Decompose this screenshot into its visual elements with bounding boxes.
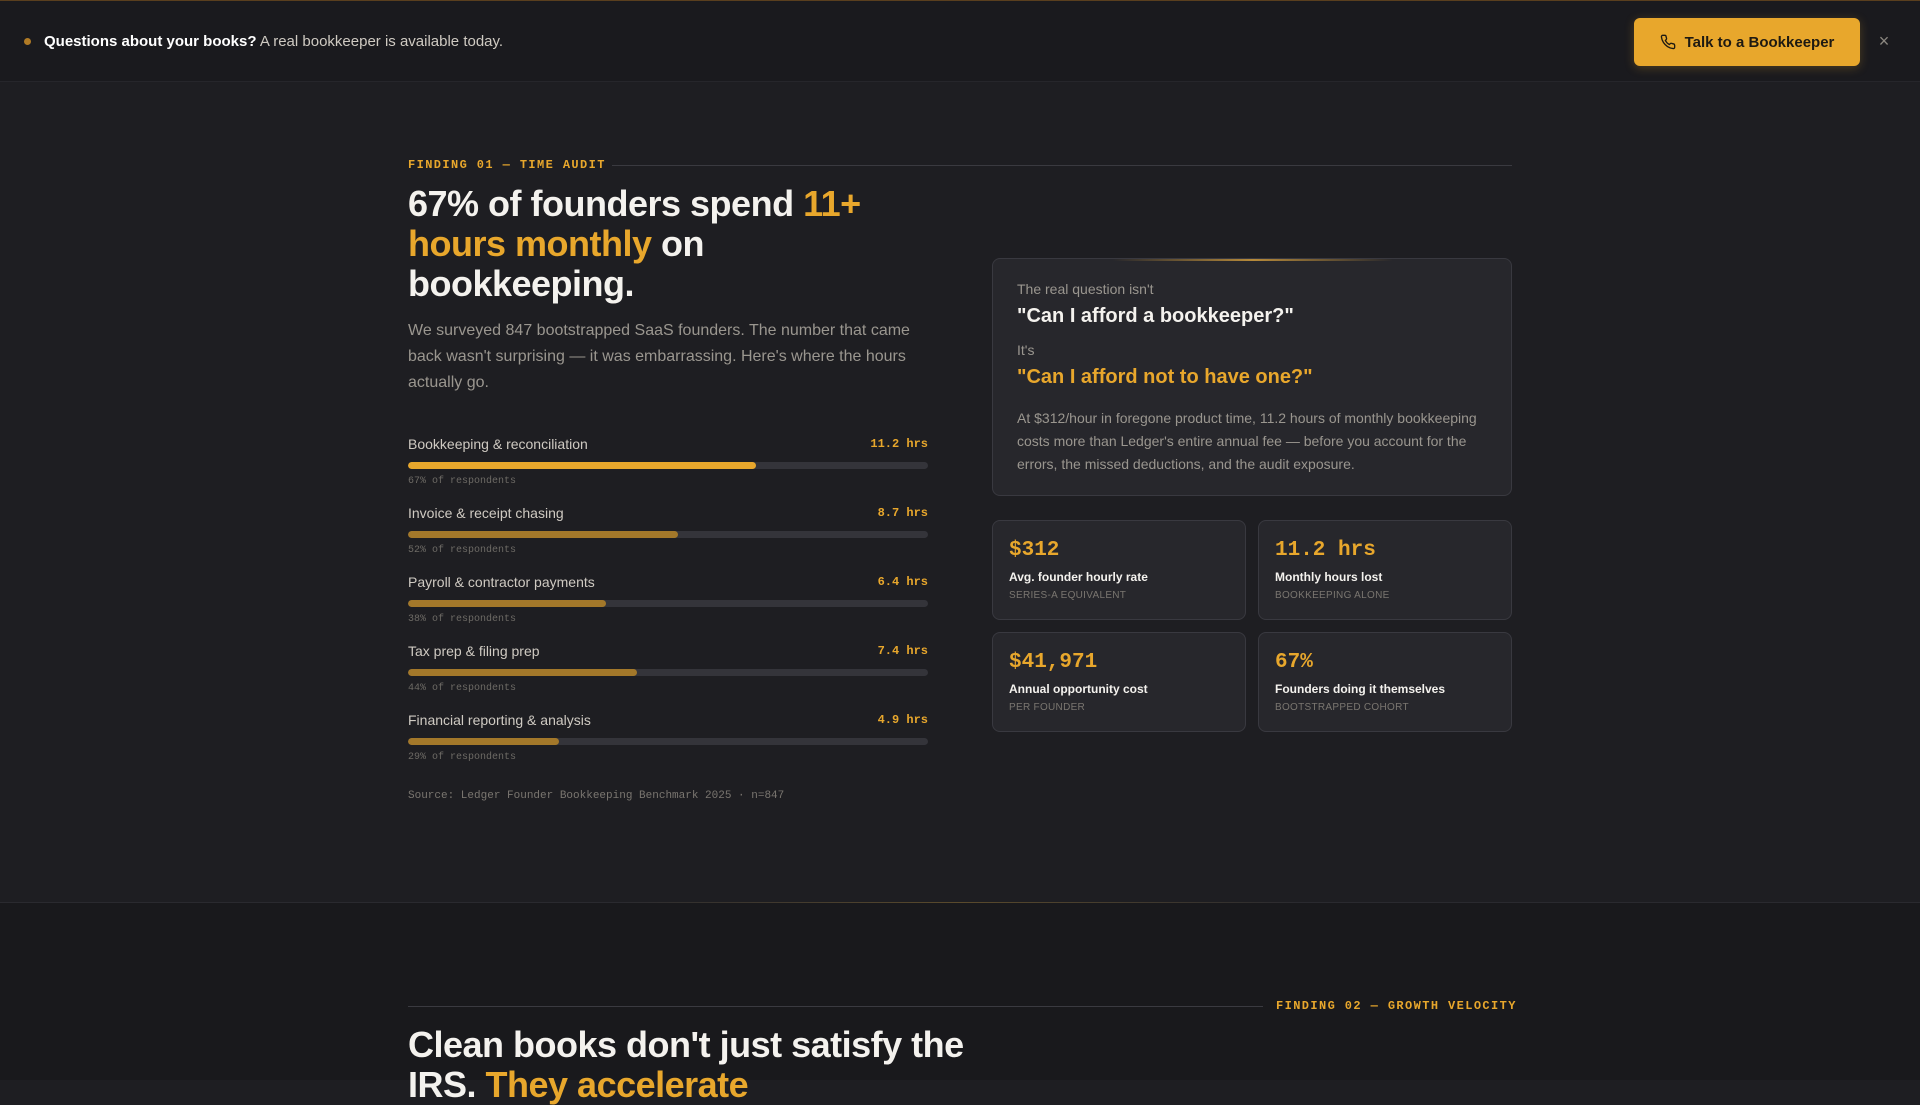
stat-value: 11.2 hrs [1275,539,1376,562]
bar-row-tax: Tax prep & filing prep 7.4 hrs 44% of re… [408,643,928,712]
headline-pre: 67% of founders spend [408,183,804,224]
stat-label: Avg. founder hourly rate [1009,570,1148,584]
talk-to-bookkeeper-button[interactable]: Talk to a Bookkeeper [1634,18,1860,66]
quote-body: At $312/hour in foregone product time, 1… [1017,410,1477,472]
stat-sub: BOOTSTRAPPED COHORT [1275,702,1409,713]
headline-post: on bookkeeping. [408,223,704,304]
stat-sub: BOOKKEEPING ALONE [1275,590,1390,601]
phone-icon [1660,34,1675,50]
bar-respondents: 44% of respondents [408,683,517,694]
cta-label: Talk to a Bookkeeper [1684,33,1835,51]
quote-question: "Can I afford a bookkeeper?" [1017,305,1294,327]
headline-highlight: They accelerate [485,1064,749,1105]
announcement-strong: Questions about your books? [44,33,257,50]
bar-track [408,462,928,469]
quote-its: It's [1017,342,1035,358]
bar-fill [408,462,757,469]
bar-row-payroll: Payroll & contractor payments 6.4 hrs 38… [408,574,928,643]
quote-intro: The real question isn't [1017,281,1154,297]
bar-fill [408,600,606,607]
bar-value: 11.2 hrs [870,437,928,451]
finding-01-lede: We surveyed 847 bootstrapped SaaS founde… [408,322,910,391]
bar-label: Invoice & receipt chasing [408,505,564,521]
bar-label: Bookkeeping & reconciliation [408,436,588,452]
bar-row-reporting: Financial reporting & analysis 4.9 hrs 2… [408,712,928,781]
bar-row-bookkeeping: Bookkeeping & reconciliation 11.2 hrs 67… [408,436,928,505]
bar-track [408,738,928,745]
bar-respondents: 52% of respondents [408,545,517,556]
quote-alt-question: "Can I afford not to have one?" [1017,366,1313,388]
close-icon[interactable]: × [1878,31,1890,51]
bar-track [408,600,928,607]
headline-highlight: 11+ hours monthly [408,183,861,264]
bar-value: 6.4 hrs [877,575,928,589]
bar-respondents: 38% of respondents [408,614,517,625]
bar-label: Tax prep & filing prep [408,643,540,659]
eyebrow-divider [408,1006,1263,1007]
bar-respondents: 67% of respondents [408,476,517,487]
bar-respondents: 29% of respondents [408,752,517,763]
announcement-text: A real bookkeeper is available today. [259,33,504,50]
bar-track [408,669,928,676]
finding-01-headline: 67% of founders spend 11+ hours monthly … [408,184,928,304]
stat-card-opportunity-cost: $41,971 Annual opportunity cost PER FOUN… [992,632,1246,732]
bar-label: Payroll & contractor payments [408,574,595,590]
quote-card: The real question isn't "Can I afford a … [992,258,1512,496]
bar-label: Financial reporting & analysis [408,712,591,728]
stat-value: $312 [1009,539,1060,562]
finding-02-section: FINDING 02 — GROWTH VELOCITY Clean books… [0,902,1920,1105]
stat-label: Monthly hours lost [1275,570,1383,584]
stat-card-hours-lost: 11.2 hrs Monthly hours lost BOOKKEEPING … [1258,520,1512,620]
bar-value: 4.9 hrs [877,713,928,727]
stat-sub: SERIES-A EQUIVALENT [1009,590,1127,601]
bar-row-invoice: Invoice & receipt chasing 8.7 hrs 52% of… [408,505,928,574]
stat-sub: PER FOUNDER [1009,702,1086,713]
finding-02-eyebrow: FINDING 02 — GROWTH VELOCITY [1276,999,1517,1013]
source-note: Source: Ledger Founder Bookkeeping Bench… [408,790,785,802]
stat-label: Founders doing it themselves [1275,682,1446,696]
hours-bar-chart: Bookkeeping & reconciliation 11.2 hrs 67… [408,436,928,781]
stat-value: 67% [1275,651,1313,674]
finding-02-headline: Clean books don't just satisfy the IRS. … [408,1025,968,1105]
stat-card-hourly-rate: $312 Avg. founder hourly rate SERIES-A E… [992,520,1246,620]
bar-value: 8.7 hrs [877,506,928,520]
announcement-message: Questions about your books? A real bookk… [44,33,503,50]
announcement-bar: Questions about your books? A real bookk… [0,0,1920,82]
bar-fill [408,738,559,745]
finding-01-eyebrow: FINDING 01 — TIME AUDIT [408,158,606,172]
stat-value: $41,971 [1009,651,1098,674]
bar-fill [408,669,637,676]
stat-card-diy-founders: 67% Founders doing it themselves BOOTSTR… [1258,632,1512,732]
bar-fill [408,531,679,538]
bar-value: 7.4 hrs [877,644,928,658]
status-dot-icon [24,38,31,45]
eyebrow-divider [612,165,1512,166]
bar-track [408,531,928,538]
stat-label: Annual opportunity cost [1009,682,1148,696]
finding-01-section [0,82,1920,902]
